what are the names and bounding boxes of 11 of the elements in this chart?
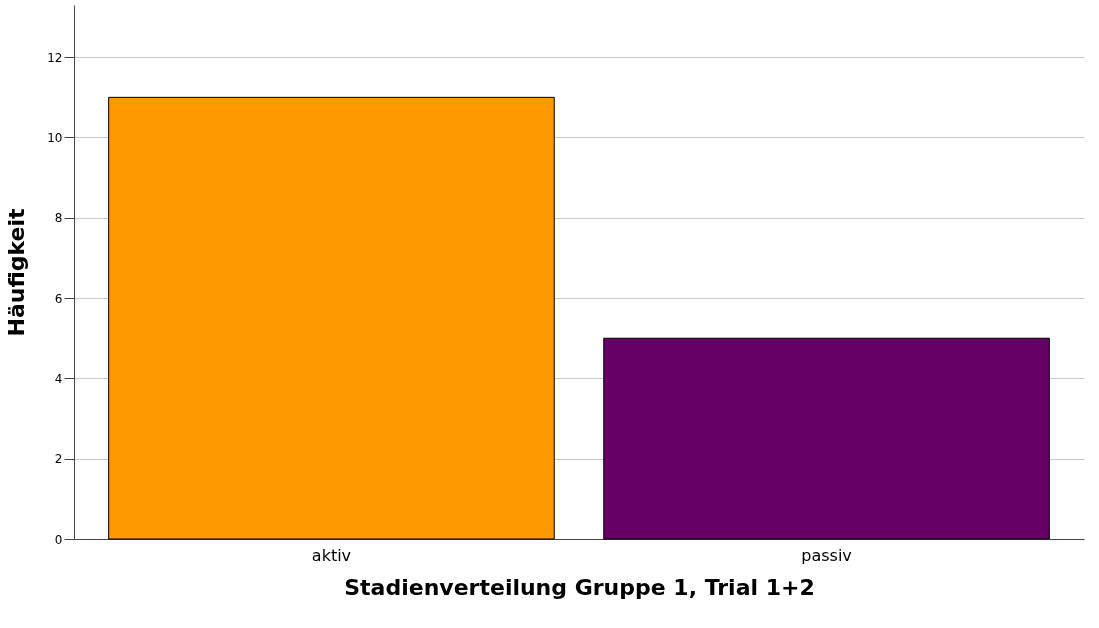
x-tick-label: aktiv (311, 545, 352, 565)
x-tick-label: passiv (801, 545, 852, 565)
x-axis-title: Stadienverteilung Gruppe 1, Trial 1+2 (344, 574, 815, 600)
y-tick-label: 12 (47, 50, 63, 65)
y-tick-label: 4 (54, 371, 63, 386)
y-tick-label: 2 (54, 452, 63, 467)
y-tick-label: 0 (54, 532, 63, 547)
y-tick-label: 8 (54, 211, 63, 226)
y-tick-label: 10 (47, 131, 63, 145)
y-axis-title: Häufigkeit (4, 208, 30, 337)
y-tick-label: 6 (54, 291, 63, 306)
